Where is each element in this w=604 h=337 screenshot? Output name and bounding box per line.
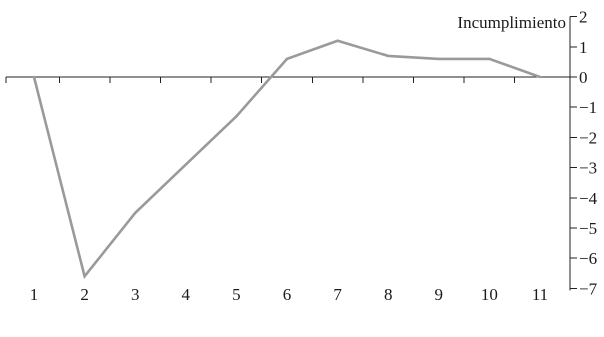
- data-point: [336, 39, 339, 42]
- y-tick-label: −2: [579, 128, 597, 147]
- y-tick-label: −7: [579, 279, 598, 298]
- series-line: [32, 39, 541, 280]
- y-tick-label: −1: [579, 98, 597, 117]
- y-tick-label: −3: [579, 159, 597, 178]
- data-point: [488, 57, 491, 61]
- data-point: [437, 57, 440, 61]
- data-point: [83, 275, 86, 278]
- x-tick-label: 3: [131, 285, 140, 304]
- y-tick-label: −4: [579, 189, 598, 208]
- y-tick-label: 2: [579, 8, 588, 27]
- x-tick-label: 2: [80, 285, 89, 304]
- x-tick-label: 6: [283, 285, 292, 304]
- x-tick-label: 5: [232, 285, 241, 304]
- data-point: [538, 75, 542, 79]
- x-tick-label: 7: [333, 285, 342, 304]
- data-point: [285, 57, 289, 61]
- y-tick-label: −5: [579, 219, 597, 238]
- data-point: [32, 75, 36, 79]
- y-tick-label: −6: [579, 249, 597, 268]
- x-tick-label: 9: [435, 285, 444, 304]
- x-tick-label: 1: [30, 285, 39, 304]
- x-tick-label: 4: [182, 285, 191, 304]
- x-tick-label: 11: [532, 285, 548, 304]
- series-label: Incumplimiento: [457, 13, 566, 32]
- axes: [5, 16, 577, 291]
- x-tick-label: 8: [384, 285, 393, 304]
- data-point: [387, 54, 390, 58]
- y-tick-label: 0: [579, 68, 588, 87]
- series-group: [32, 39, 542, 280]
- data-point: [134, 211, 137, 215]
- y-tick-label: 1: [579, 38, 588, 57]
- data-point: [235, 115, 238, 118]
- labels-group: 210−1−2−3−4−5−6−71 2 3 4 5 6 7 8 9 10 11Incumplimi…: [30, 8, 598, 304]
- data-point: [184, 163, 187, 166]
- x-tick-label: 10: [481, 285, 498, 304]
